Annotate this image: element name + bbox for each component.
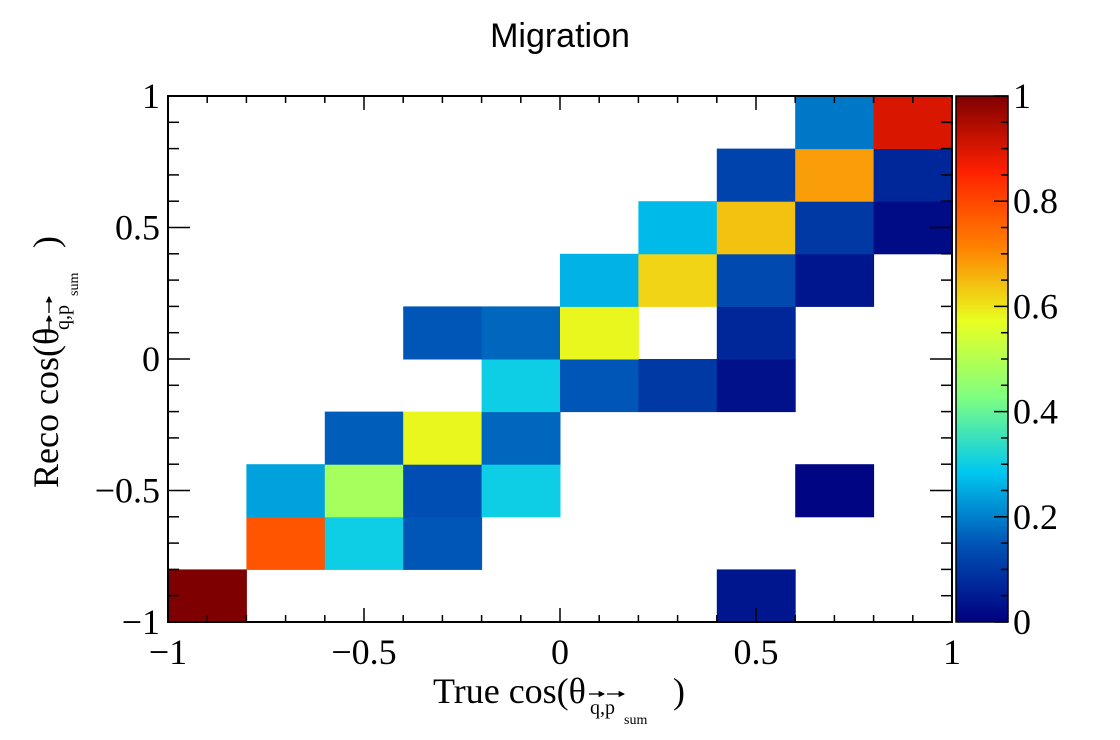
heatmap-cell bbox=[246, 516, 326, 570]
y-tick-label: 1 bbox=[142, 76, 160, 116]
heatmap-cell bbox=[168, 569, 247, 623]
heatmap-cell bbox=[403, 411, 483, 465]
y-axis-title-subsubscript: sum bbox=[67, 273, 82, 296]
y-tick-label: −0.5 bbox=[95, 471, 160, 511]
heatmap-cell bbox=[795, 148, 875, 202]
heatmap-cell bbox=[716, 359, 796, 413]
x-axis-title-subscript: q,p bbox=[590, 697, 615, 719]
x-tick-label: −1 bbox=[149, 632, 187, 672]
heatmap-cell bbox=[716, 306, 796, 360]
x-tick-label: 1 bbox=[943, 632, 961, 672]
heatmap-cell bbox=[481, 306, 561, 360]
x-tick-label: 0 bbox=[551, 632, 569, 672]
heatmap-cell bbox=[324, 516, 404, 570]
heatmap-cell bbox=[403, 464, 483, 518]
x-axis-title-subsubscript: sum bbox=[624, 713, 647, 728]
heatmap-cell bbox=[324, 464, 404, 518]
heatmap-cell bbox=[873, 148, 953, 202]
heatmap-cell bbox=[560, 306, 639, 360]
heatmap-cell bbox=[638, 359, 718, 413]
colorbar-tick-label: 0.4 bbox=[1013, 392, 1058, 432]
x-axis-title-prefix: True cos(θ bbox=[433, 671, 586, 711]
colorbar-tick-label: 0 bbox=[1013, 602, 1031, 642]
y-tick-label: −1 bbox=[122, 602, 160, 642]
x-axis-title-suffix: ) bbox=[673, 671, 685, 711]
heatmap-cell bbox=[246, 464, 326, 518]
heatmap-cell bbox=[716, 253, 796, 307]
heatmap-cell bbox=[638, 201, 718, 255]
heatmap-cell bbox=[403, 516, 483, 570]
x-tick-label: −0.5 bbox=[331, 632, 396, 672]
heatmap-cells bbox=[168, 96, 953, 623]
colorbar-ticks: 0 0.2 0.4 0.6 0.8 1 bbox=[994, 76, 1058, 642]
y-axis-title: Reco cos(θ q,p sum ) bbox=[26, 236, 82, 488]
heatmap-cell bbox=[481, 411, 561, 465]
colorbar-tick-label: 1 bbox=[1013, 76, 1031, 116]
heatmap-cell bbox=[560, 253, 639, 307]
colorbar-tick-label: 0.2 bbox=[1013, 497, 1058, 537]
heatmap-cell bbox=[716, 201, 796, 255]
y-axis-title-subscript: q,p bbox=[52, 305, 74, 330]
heatmap-cell bbox=[873, 96, 953, 150]
colorbar-tick-label: 0.6 bbox=[1013, 286, 1058, 326]
y-tick-label: 0 bbox=[142, 339, 160, 379]
x-axis-title: True cos(θ q,p sum ) bbox=[433, 671, 685, 728]
x-tick-label: 0.5 bbox=[734, 632, 779, 672]
heatmap-cell bbox=[481, 359, 561, 413]
y-axis-title-prefix: Reco cos(θ bbox=[26, 328, 66, 488]
chart-title: Migration bbox=[490, 17, 630, 55]
heatmap-cell bbox=[560, 359, 639, 413]
heatmap-cell bbox=[795, 201, 875, 255]
y-tick-label: 0.5 bbox=[115, 208, 160, 248]
heatmap-cell bbox=[795, 464, 875, 518]
y-axis-title-suffix: ) bbox=[26, 236, 66, 248]
heatmap-cell bbox=[403, 306, 483, 360]
heatmap-cell bbox=[716, 148, 796, 202]
colorbar-tick-label: 0.8 bbox=[1013, 181, 1058, 221]
colorbar bbox=[956, 96, 1008, 622]
heatmap-cell bbox=[638, 253, 718, 307]
plot-frame bbox=[167, 95, 953, 623]
heatmap-cell bbox=[324, 411, 404, 465]
heatmap-cell bbox=[795, 96, 875, 150]
heatmap-cell bbox=[795, 253, 875, 307]
heatmap-cell bbox=[481, 464, 561, 518]
